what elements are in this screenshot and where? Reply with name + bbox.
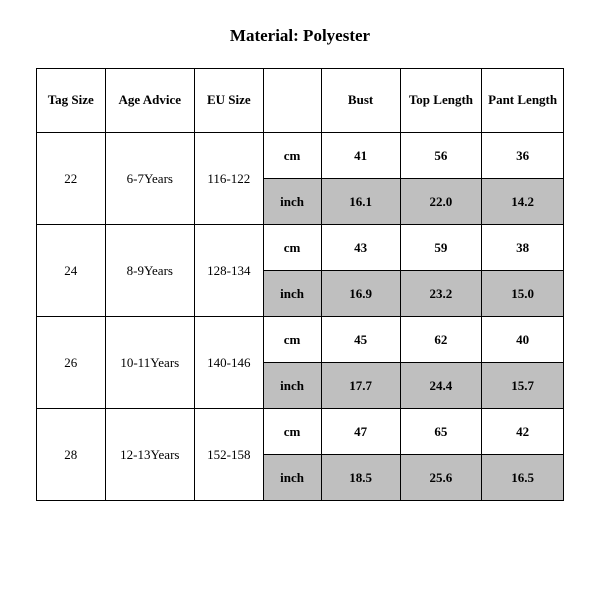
cell-pant-length: 15.7 [482, 363, 564, 409]
cell-unit-inch: inch [263, 363, 321, 409]
cell-bust: 45 [321, 317, 400, 363]
cell-unit-cm: cm [263, 409, 321, 455]
cell-unit-inch: inch [263, 455, 321, 501]
cell-top-length: 24.4 [400, 363, 482, 409]
cell-age-advice: 10-11Years [105, 317, 195, 409]
cell-eu-size: 152-158 [195, 409, 264, 501]
cell-pant-length: 14.2 [482, 179, 564, 225]
cell-top-length: 25.6 [400, 455, 482, 501]
cell-top-length: 56 [400, 133, 482, 179]
cell-unit-inch: inch [263, 271, 321, 317]
table-row: 26 10-11Years 140-146 cm 45 62 40 [37, 317, 564, 363]
col-eu-size: EU Size [195, 69, 264, 133]
cell-tag-size: 28 [37, 409, 106, 501]
cell-unit-cm: cm [263, 317, 321, 363]
cell-top-length: 65 [400, 409, 482, 455]
col-top-length: Top Length [400, 69, 482, 133]
cell-eu-size: 128-134 [195, 225, 264, 317]
cell-age-advice: 12-13Years [105, 409, 195, 501]
col-unit [263, 69, 321, 133]
cell-eu-size: 116-122 [195, 133, 264, 225]
cell-age-advice: 6-7Years [105, 133, 195, 225]
cell-unit-cm: cm [263, 225, 321, 271]
cell-pant-length: 38 [482, 225, 564, 271]
cell-unit-inch: inch [263, 179, 321, 225]
cell-bust: 16.9 [321, 271, 400, 317]
cell-bust: 43 [321, 225, 400, 271]
cell-pant-length: 36 [482, 133, 564, 179]
cell-tag-size: 22 [37, 133, 106, 225]
cell-age-advice: 8-9Years [105, 225, 195, 317]
cell-tag-size: 24 [37, 225, 106, 317]
cell-bust: 17.7 [321, 363, 400, 409]
cell-pant-length: 40 [482, 317, 564, 363]
cell-top-length: 62 [400, 317, 482, 363]
col-bust: Bust [321, 69, 400, 133]
cell-bust: 47 [321, 409, 400, 455]
table-row: 28 12-13Years 152-158 cm 47 65 42 [37, 409, 564, 455]
table-row: 22 6-7Years 116-122 cm 41 56 36 [37, 133, 564, 179]
cell-top-length: 23.2 [400, 271, 482, 317]
table-header-row: Tag Size Age Advice EU Size Bust Top Len… [37, 69, 564, 133]
col-pant-length: Pant Length [482, 69, 564, 133]
col-tag-size: Tag Size [37, 69, 106, 133]
size-table: Tag Size Age Advice EU Size Bust Top Len… [36, 68, 564, 501]
col-age-advice: Age Advice [105, 69, 195, 133]
cell-pant-length: 15.0 [482, 271, 564, 317]
cell-tag-size: 26 [37, 317, 106, 409]
cell-unit-cm: cm [263, 133, 321, 179]
table-row: 24 8-9Years 128-134 cm 43 59 38 [37, 225, 564, 271]
cell-pant-length: 16.5 [482, 455, 564, 501]
cell-top-length: 59 [400, 225, 482, 271]
cell-bust: 41 [321, 133, 400, 179]
page: Material: Polyester Tag Size Age Advice … [0, 0, 600, 600]
cell-eu-size: 140-146 [195, 317, 264, 409]
table-body: 22 6-7Years 116-122 cm 41 56 36 inch 16.… [37, 133, 564, 501]
cell-bust: 18.5 [321, 455, 400, 501]
cell-top-length: 22.0 [400, 179, 482, 225]
cell-pant-length: 42 [482, 409, 564, 455]
page-title: Material: Polyester [36, 26, 564, 46]
cell-bust: 16.1 [321, 179, 400, 225]
